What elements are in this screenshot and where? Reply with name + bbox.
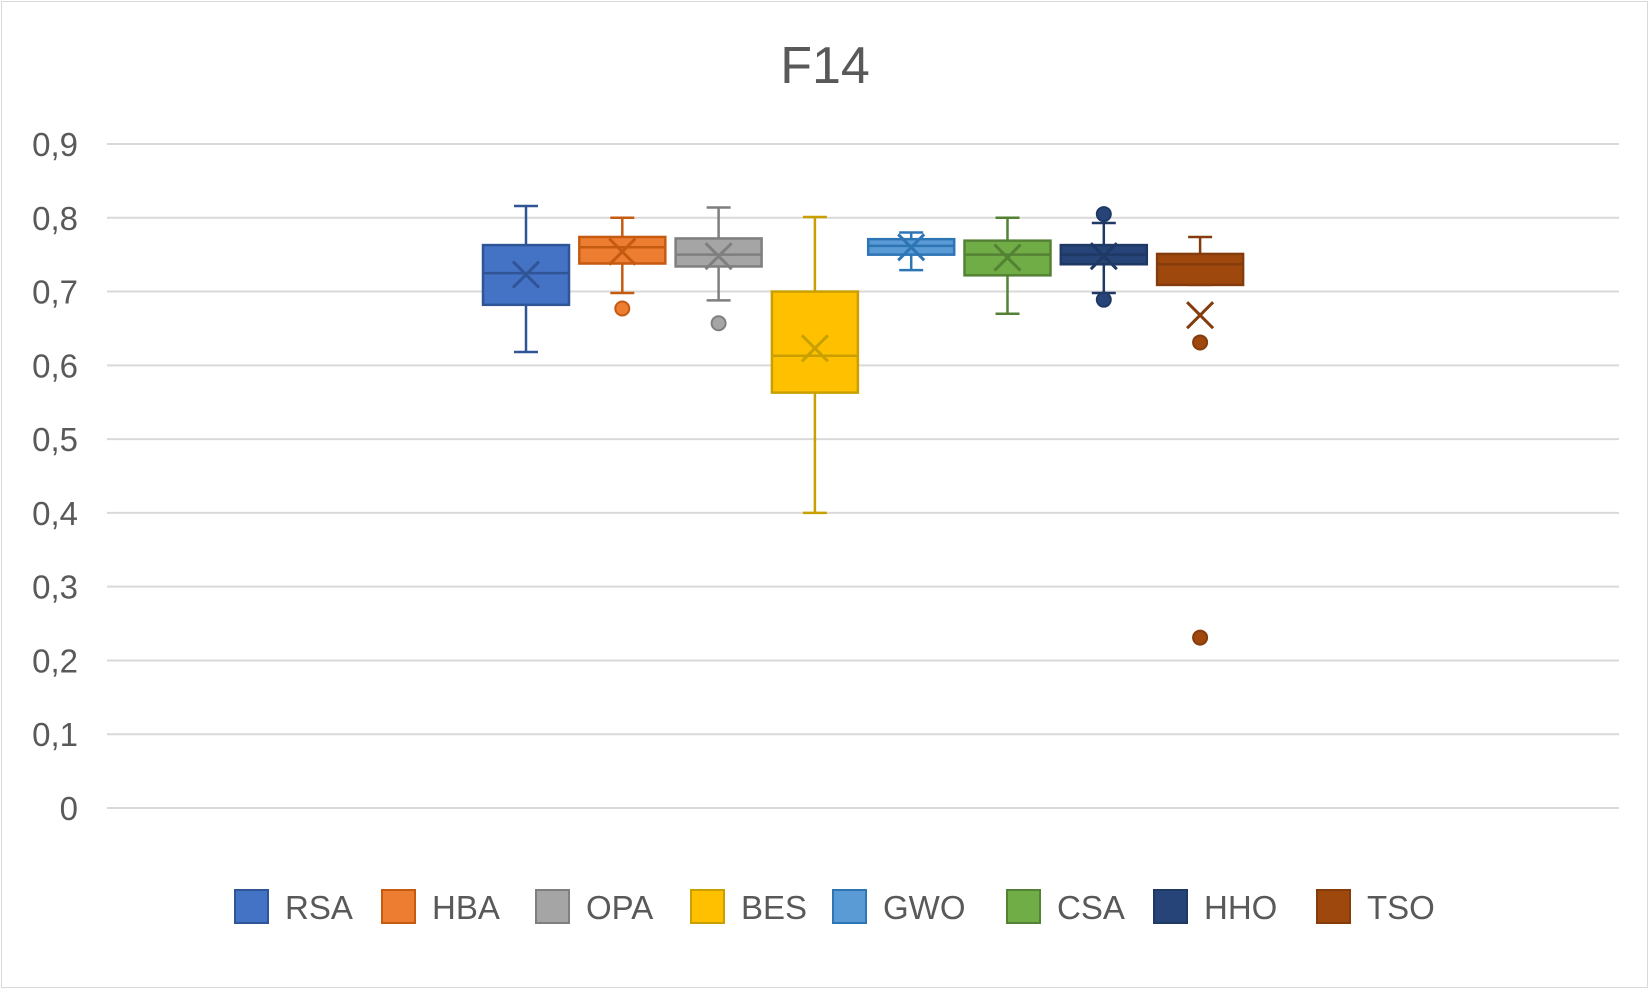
legend-swatch — [1153, 889, 1188, 924]
legend-item-gwo: GWO — [832, 889, 965, 926]
legend-item-opa: OPA — [535, 889, 653, 926]
legend-swatch — [1006, 889, 1041, 924]
mean-marker — [704, 242, 733, 271]
outlier-point — [710, 315, 727, 332]
legend-swatch — [381, 889, 416, 924]
y-axis-tick-labels: 0 0,1 0,2 0,3 0,4 0,5 0,6 0,7 0,8 0,9 — [32, 126, 78, 827]
y-tick-label: 0,4 — [32, 495, 78, 532]
outlier-point — [1192, 334, 1209, 351]
y-tick-label: 0,2 — [32, 642, 78, 679]
iqr-box — [770, 290, 860, 394]
box-csa — [963, 216, 1052, 315]
box-plot-series — [481, 204, 1245, 646]
legend-item-rsa: RSA — [234, 889, 353, 926]
grid-lines — [107, 143, 1619, 809]
legend-swatch — [1316, 889, 1351, 924]
mean-marker — [1186, 301, 1215, 330]
mean-marker — [511, 260, 541, 289]
y-tick-label: 0,6 — [32, 347, 78, 384]
legend-label: OPA — [586, 889, 653, 926]
iqr-box — [674, 237, 763, 268]
mean-marker — [800, 334, 829, 363]
box-hba — [578, 216, 667, 317]
outlier-point — [1192, 629, 1209, 646]
box-rsa — [481, 204, 571, 354]
y-tick-label: 0 — [60, 790, 78, 827]
legend-item-hho: HHO — [1153, 889, 1277, 926]
legend-label: GWO — [883, 889, 965, 926]
legend-swatch — [535, 889, 570, 924]
legend-swatch — [690, 889, 725, 924]
legend-item-tso: TSO — [1316, 889, 1435, 926]
outlier-point — [614, 300, 631, 317]
y-tick-label: 0,9 — [32, 126, 78, 163]
legend-label: BES — [741, 889, 807, 926]
mean-marker — [897, 233, 926, 262]
box-hho — [1059, 206, 1149, 308]
y-tick-label: 0,8 — [32, 200, 78, 237]
legend-label: CSA — [1057, 889, 1125, 926]
legend-swatch — [832, 889, 867, 924]
mean-marker — [993, 243, 1022, 272]
box-tso — [1155, 235, 1245, 646]
chart-title: F14 — [780, 37, 870, 95]
box-bes — [770, 215, 860, 515]
y-tick-label: 0,3 — [32, 569, 78, 606]
legend-label: HBA — [432, 889, 500, 926]
legend-swatch — [234, 889, 269, 924]
mean-marker — [1089, 242, 1118, 271]
legend-item-bes: BES — [690, 889, 807, 926]
iqr-box — [1155, 252, 1245, 287]
legend-label: HHO — [1204, 889, 1277, 926]
y-tick-label: 0,5 — [32, 421, 78, 458]
legend: RSA HBA OPA BES GWO CSA HHO TSO — [234, 889, 1435, 926]
y-tick-label: 0,7 — [32, 274, 78, 311]
legend-item-hba: HBA — [381, 889, 500, 926]
legend-item-csa: CSA — [1006, 889, 1125, 926]
box-opa — [674, 206, 763, 332]
y-tick-label: 0,1 — [32, 716, 78, 753]
outlier-point — [1095, 206, 1112, 223]
mean-marker — [608, 237, 637, 266]
legend-label: RSA — [285, 889, 353, 926]
box-gwo — [866, 231, 956, 272]
legend-label: TSO — [1367, 889, 1435, 926]
outlier-point — [1095, 291, 1112, 308]
